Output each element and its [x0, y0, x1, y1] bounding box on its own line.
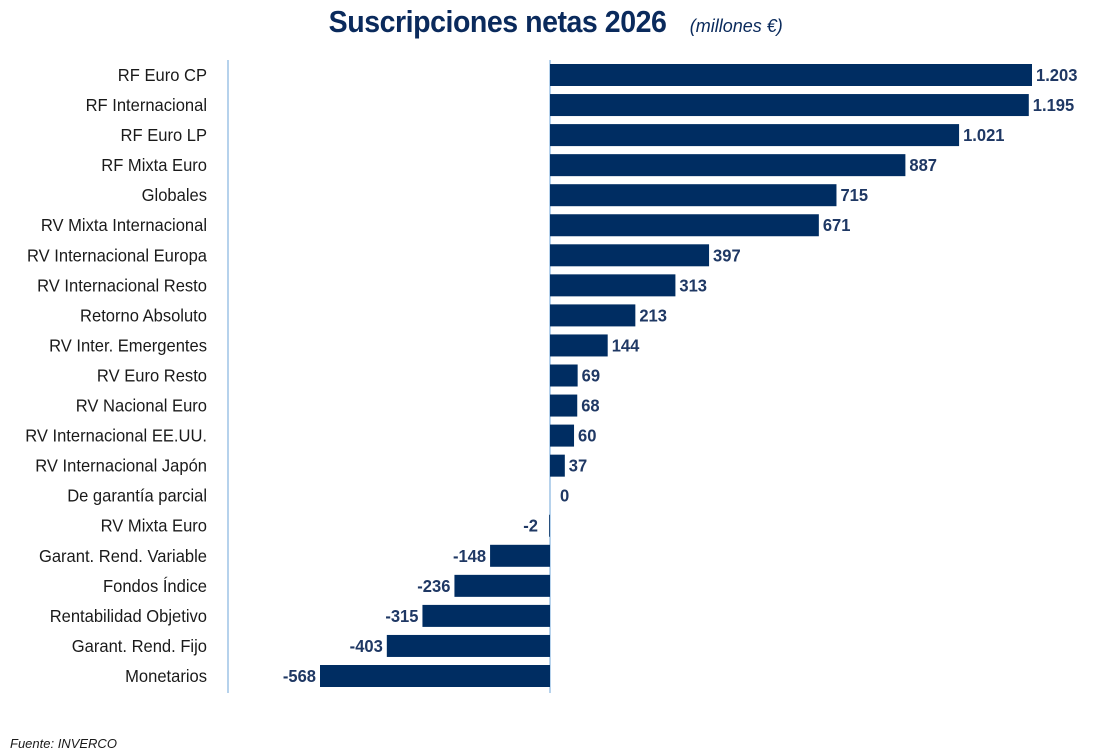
bar	[550, 244, 710, 267]
bar	[550, 124, 960, 147]
category-label: Garant. Rend. Variable	[39, 545, 207, 566]
bar	[454, 574, 550, 597]
bar	[490, 544, 550, 567]
bar	[550, 274, 676, 297]
value-label: 144	[612, 335, 640, 356]
value-label: 60	[578, 425, 596, 446]
category-label: Rentabilidad Objetivo	[50, 605, 207, 626]
category-label: RF Mixta Euro	[101, 154, 207, 175]
category-label: Retorno Absoluto	[80, 305, 207, 326]
category-label: RV Internacional Japón	[35, 455, 207, 476]
value-label: -315	[385, 605, 418, 626]
category-label: RF Internacional	[86, 94, 207, 115]
category-label: RV Euro Resto	[97, 365, 207, 386]
bar	[550, 364, 578, 387]
chart-title: Suscripciones netas 2026	[328, 4, 667, 39]
value-label: -2	[523, 515, 538, 536]
chart-subtitle: (millones €)	[689, 16, 783, 36]
value-label: 887	[909, 154, 937, 175]
value-label: -148	[453, 545, 486, 566]
value-label: 68	[581, 395, 600, 416]
bar	[386, 634, 550, 657]
bar	[550, 394, 578, 417]
category-label: RV Mixta Euro	[101, 515, 207, 536]
category-label: RV Internacional Resto	[37, 275, 207, 296]
category-label: RV Internacional Europa	[27, 245, 207, 266]
category-label: De garantía parcial	[67, 485, 207, 506]
category-label: RV Inter. Emergentes	[49, 335, 207, 356]
bar	[550, 154, 906, 177]
source-note: Fuente: INVERCO	[10, 736, 117, 751]
category-label: Globales	[142, 185, 208, 206]
value-label: 715	[840, 185, 868, 206]
value-label: 37	[569, 455, 587, 476]
value-label: -568	[283, 665, 316, 686]
bar	[550, 64, 1032, 86]
category-label: RF Euro CP	[118, 64, 207, 85]
bar	[550, 304, 636, 327]
value-label: 313	[679, 275, 707, 296]
category-label: Monetarios	[125, 665, 207, 686]
category-label: RF Euro LP	[121, 124, 207, 145]
category-label: RV Internacional EE.UU.	[25, 425, 207, 446]
bar	[550, 424, 575, 447]
value-label: 671	[823, 215, 851, 236]
bar	[320, 665, 550, 687]
bar	[422, 604, 550, 627]
value-label: -403	[350, 635, 383, 656]
value-label: 1.021	[963, 124, 1005, 145]
category-label: RV Nacional Euro	[76, 395, 207, 416]
category-label: Fondos Índice	[103, 575, 207, 596]
value-label: 213	[639, 305, 667, 326]
bar	[549, 514, 550, 537]
value-label: 1.195	[1033, 94, 1075, 115]
value-label: -236	[417, 575, 450, 596]
value-label: 397	[713, 245, 741, 266]
chart-title-area: Suscripciones netas 2026 (millones €)	[0, 4, 1097, 40]
value-label: 69	[582, 365, 600, 386]
bar	[550, 334, 608, 357]
bar	[550, 94, 1029, 117]
category-label: RV Mixta Internacional	[41, 215, 207, 236]
value-label: 1.203	[1036, 64, 1077, 85]
value-label: 0	[560, 485, 569, 506]
bar	[550, 454, 565, 477]
category-label: Garant. Rend. Fijo	[72, 635, 207, 656]
bar	[550, 214, 819, 237]
bar	[550, 184, 837, 207]
